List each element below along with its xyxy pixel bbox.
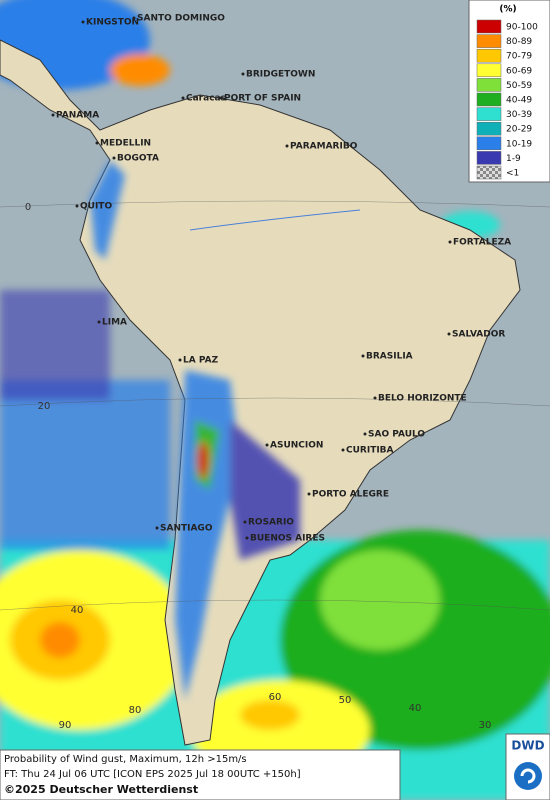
legend-label: 30-39 xyxy=(506,110,532,120)
city-dot xyxy=(243,520,247,524)
legend-title: (%) xyxy=(499,5,516,15)
legend-label: <1 xyxy=(506,169,519,179)
city-label: ROSARIO xyxy=(248,518,294,528)
legend-label: 1-9 xyxy=(506,154,521,164)
city-label: PANAMA xyxy=(56,111,99,121)
lon-label: 50 xyxy=(339,695,352,706)
legend-swatch xyxy=(476,121,502,136)
legend-swatch xyxy=(476,151,502,165)
city-label: SANTO DOMINGO xyxy=(137,14,225,24)
lat-label: 0 xyxy=(25,202,31,213)
city-dot xyxy=(155,526,159,530)
logo-swirl xyxy=(520,768,536,784)
city-label: FORTALEZA xyxy=(453,238,511,248)
city-dot xyxy=(361,354,365,358)
city-dot xyxy=(245,536,249,540)
legend-swatch xyxy=(476,63,502,78)
graticule xyxy=(0,200,550,611)
city-dot xyxy=(448,240,452,244)
legend-swatch xyxy=(476,107,502,121)
lat-label: 20 xyxy=(38,401,51,412)
city-label: BUENOS AIRES xyxy=(250,534,325,544)
andes-wind xyxy=(90,160,300,700)
lon-label: 80 xyxy=(129,705,142,716)
city-dot xyxy=(363,432,367,436)
legend-label: 50-59 xyxy=(506,81,532,91)
city-dot xyxy=(285,144,289,148)
city-dot xyxy=(51,113,55,117)
legend-label: 10-19 xyxy=(506,139,532,149)
city-label: BOGOTA xyxy=(117,154,159,164)
river xyxy=(189,209,361,231)
footer-line: FT: Thu 24 Jul 06 UTC [ICON EPS 2025 Jul… xyxy=(4,769,301,780)
city-label: Caracas xyxy=(186,94,226,104)
city-label: LA PAZ xyxy=(183,356,219,366)
footer-line: ©2025 Deutscher Wetterdienst xyxy=(4,783,198,796)
city-dot xyxy=(95,141,99,145)
city-dot xyxy=(241,72,245,76)
logo-icon xyxy=(514,762,542,790)
legend-label: 20-29 xyxy=(506,125,532,135)
city-dot xyxy=(307,492,311,496)
city-label: QUITO xyxy=(80,202,112,212)
city-dot xyxy=(373,396,377,400)
legend-swatch xyxy=(476,78,502,92)
city-label: BELO HORIZONTE xyxy=(378,394,467,404)
legend-swatch xyxy=(476,19,502,34)
city-label: PORTO ALEGRE xyxy=(312,490,389,500)
continent xyxy=(0,39,521,746)
city-dot xyxy=(265,443,269,447)
city-label: LIMA xyxy=(102,318,127,328)
city-dot xyxy=(341,448,345,452)
city-dot xyxy=(447,332,451,336)
city-dot xyxy=(219,96,223,100)
city-dot xyxy=(181,96,185,100)
legend-label: 40-49 xyxy=(506,96,532,106)
city-dot xyxy=(75,204,79,208)
legend-label: 60-69 xyxy=(506,66,532,76)
city-dot xyxy=(97,320,101,324)
city-dot xyxy=(178,358,182,362)
legend-swatch xyxy=(476,136,502,151)
city-label: PORT OF SPAIN xyxy=(224,94,301,104)
legend-swatch xyxy=(476,48,502,63)
city-label: SAO PAULO xyxy=(368,430,425,440)
footer-box xyxy=(0,749,401,801)
logo: DWD xyxy=(511,739,544,753)
legend-swatch xyxy=(476,34,502,48)
city-label: SANTIAGO xyxy=(160,524,213,534)
legend-swatch xyxy=(476,165,502,180)
lon-label: 60 xyxy=(269,692,282,703)
city-label: ASUNCION xyxy=(270,441,323,451)
legend-swatch xyxy=(476,92,502,107)
city-label: BRASILIA xyxy=(366,352,413,362)
lon-label: 90 xyxy=(59,720,72,731)
footer-line: Probability of Wind gust, Maximum, 12h >… xyxy=(4,754,247,765)
city-label: BRIDGETOWN xyxy=(246,70,315,80)
city-label: SALVADOR xyxy=(452,330,505,340)
legend-label: 90-100 xyxy=(506,23,538,33)
city-dot xyxy=(81,20,85,24)
legend-label: 70-79 xyxy=(506,52,532,62)
lat-label: 40 xyxy=(71,605,84,616)
city-label: MEDELLIN xyxy=(100,139,151,149)
lon-label: 30 xyxy=(479,720,492,731)
city-label: CURITIBA xyxy=(346,446,394,456)
lon-label: 40 xyxy=(409,703,422,714)
city-dot xyxy=(112,156,116,160)
city-dot xyxy=(132,16,136,20)
legend-label: 80-89 xyxy=(506,37,532,47)
city-label: KINGSTON xyxy=(86,18,139,28)
city-label: PARAMARIBO xyxy=(290,142,358,152)
